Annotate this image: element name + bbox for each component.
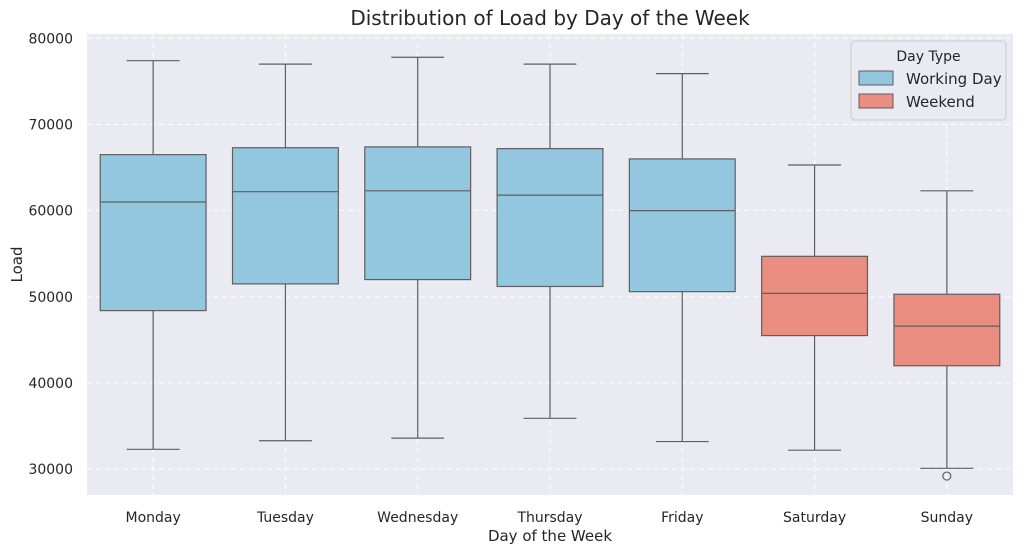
legend-label: Working Day [906, 70, 1002, 88]
legend-entry: Working Day [858, 70, 1002, 88]
legend-entry: Weekend [858, 93, 975, 111]
legend-title: Day Type [896, 49, 960, 65]
outlier-point [942, 471, 952, 481]
box-thursday [496, 63, 604, 419]
y-axis-ticks: 30000 40000 50000 60000 70000 80000 [28, 31, 73, 478]
box-iqr [761, 255, 869, 337]
y-tick-label: 40000 [28, 376, 73, 392]
legend-swatch [858, 70, 894, 86]
box-iqr [99, 154, 207, 312]
x-tick-label: Friday [661, 510, 703, 526]
chart-title: Distribution of Load by Day of the Week [350, 6, 750, 30]
box-iqr [231, 147, 339, 285]
y-tick-label: 60000 [28, 204, 73, 220]
y-tick-label: 70000 [28, 117, 73, 133]
x-tick-label: Wednesday [377, 510, 458, 526]
x-tick-label: Monday [126, 510, 181, 526]
box-iqr [893, 293, 1001, 367]
box-series [99, 56, 1001, 481]
x-tick-label: Sunday [921, 510, 973, 526]
x-tick-label: Thursday [516, 510, 582, 526]
y-axis-label: Load [8, 247, 26, 283]
box-wednesday [364, 56, 472, 439]
y-tick-label: 30000 [28, 462, 73, 478]
legend: Day Type Working Day Weekend [850, 40, 1007, 121]
box-iqr [364, 146, 472, 281]
box-friday [628, 73, 736, 443]
box-tuesday [231, 63, 339, 442]
y-tick-label: 80000 [28, 31, 73, 47]
x-axis-ticks: Monday Tuesday Wednesday Thursday Friday Satu… [126, 510, 974, 526]
legend-swatch [858, 93, 894, 109]
y-tick-label: 50000 [28, 290, 73, 306]
legend-label: Weekend [906, 93, 975, 111]
box-monday [99, 60, 207, 450]
box-saturday [761, 164, 869, 451]
box-iqr [496, 148, 604, 288]
x-tick-label: Tuesday [256, 510, 314, 526]
box-sunday [893, 190, 1001, 481]
x-tick-label: Saturday [783, 510, 846, 526]
x-axis-label: Day of the Week [488, 527, 612, 545]
box-iqr [628, 158, 736, 293]
